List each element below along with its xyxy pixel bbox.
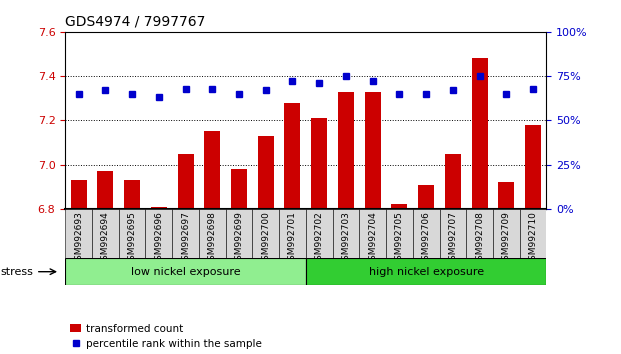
Text: GSM992706: GSM992706 [422, 211, 430, 266]
Legend: transformed count, percentile rank within the sample: transformed count, percentile rank withi… [70, 324, 262, 349]
Bar [525, 125, 541, 209]
Bar [178, 154, 194, 209]
Bar [360, 209, 386, 258]
Text: GSM992705: GSM992705 [395, 211, 404, 266]
Text: GDS4974 / 7997767: GDS4974 / 7997767 [65, 14, 206, 28]
Bar [119, 209, 145, 258]
Text: GSM992709: GSM992709 [502, 211, 511, 266]
Bar [97, 171, 114, 209]
Bar [466, 209, 493, 258]
Text: GSM992707: GSM992707 [448, 211, 458, 266]
Bar [338, 92, 354, 209]
Bar [498, 182, 514, 209]
Text: GSM992710: GSM992710 [528, 211, 538, 266]
Text: GSM992700: GSM992700 [261, 211, 270, 266]
Text: GSM992697: GSM992697 [181, 211, 190, 266]
Text: high nickel exposure: high nickel exposure [369, 267, 484, 277]
Bar [520, 209, 546, 258]
Text: GSM992702: GSM992702 [315, 211, 324, 266]
Bar [199, 209, 225, 258]
Text: GSM992703: GSM992703 [342, 211, 350, 266]
Text: GSM992693: GSM992693 [74, 211, 83, 266]
Text: GSM992699: GSM992699 [235, 211, 243, 266]
Bar [306, 209, 333, 258]
Bar [172, 209, 199, 258]
Text: GSM992708: GSM992708 [475, 211, 484, 266]
Bar [258, 136, 274, 209]
Bar [71, 180, 86, 209]
Text: GSM992704: GSM992704 [368, 211, 377, 266]
Bar [92, 209, 119, 258]
Bar [391, 204, 407, 209]
Text: GSM992698: GSM992698 [208, 211, 217, 266]
Bar [471, 58, 487, 209]
Bar [124, 180, 140, 209]
Bar [445, 154, 461, 209]
Bar [493, 209, 520, 258]
Text: low nickel exposure: low nickel exposure [130, 267, 240, 277]
Text: GSM992701: GSM992701 [288, 211, 297, 266]
Bar [145, 209, 172, 258]
Text: GSM992695: GSM992695 [127, 211, 137, 266]
Bar [418, 184, 434, 209]
Bar [204, 131, 220, 209]
Bar [65, 258, 306, 285]
Bar [284, 103, 301, 209]
Bar [279, 209, 306, 258]
Bar [231, 169, 247, 209]
Bar [151, 207, 167, 209]
Text: GSM992694: GSM992694 [101, 211, 110, 266]
Bar [306, 258, 546, 285]
Text: GSM992696: GSM992696 [154, 211, 163, 266]
Text: stress: stress [1, 267, 34, 277]
Bar [386, 209, 413, 258]
Bar [440, 209, 466, 258]
Bar [225, 209, 252, 258]
Bar [311, 118, 327, 209]
Bar [65, 209, 92, 258]
Bar [333, 209, 360, 258]
Bar [252, 209, 279, 258]
Bar [413, 209, 440, 258]
Bar [365, 92, 381, 209]
